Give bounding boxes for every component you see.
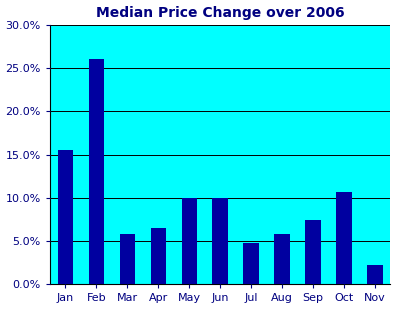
Bar — [274, 234, 290, 284]
Bar — [181, 198, 197, 284]
Bar — [336, 192, 352, 284]
Bar — [58, 150, 73, 284]
Bar — [244, 243, 259, 284]
Bar — [89, 60, 104, 284]
Bar — [120, 234, 135, 284]
Bar — [305, 219, 321, 284]
Bar — [367, 265, 383, 284]
Bar — [150, 228, 166, 284]
Title: Median Price Change over 2006: Median Price Change over 2006 — [96, 6, 345, 19]
Bar — [213, 198, 228, 284]
